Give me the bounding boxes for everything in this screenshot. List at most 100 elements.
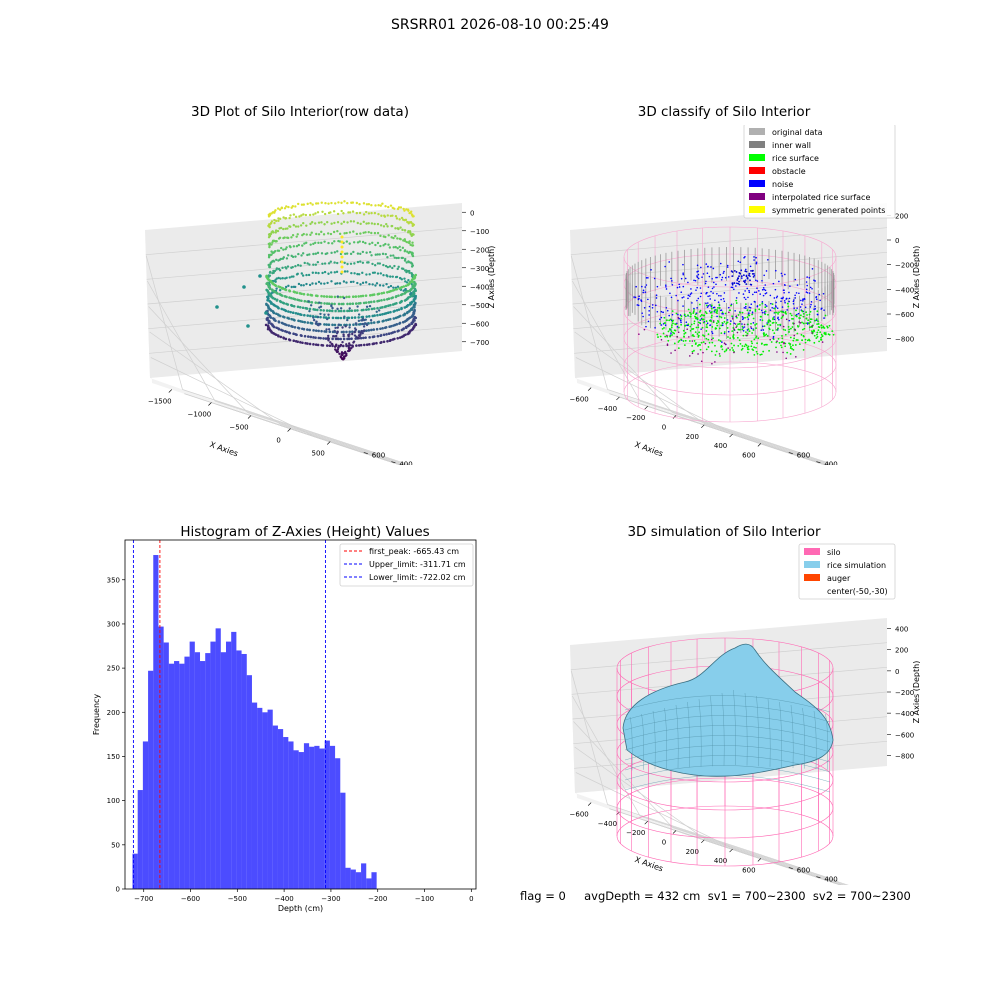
cls-rice-point xyxy=(755,335,758,338)
raw-point xyxy=(370,307,374,311)
cls-interpolated-point xyxy=(727,347,729,349)
cls-rice-point xyxy=(699,315,702,318)
cls-rice-point xyxy=(690,313,692,315)
raw-point xyxy=(321,210,324,214)
raw-point xyxy=(290,236,293,239)
raw-point xyxy=(274,231,277,234)
cls-noise-point xyxy=(718,294,720,297)
raw-point xyxy=(350,347,353,350)
cls-noise-point xyxy=(765,292,768,294)
raw-point xyxy=(325,302,329,305)
raw-point xyxy=(309,222,312,226)
raw-point xyxy=(410,271,413,275)
cls-rice-point xyxy=(696,333,699,335)
raw-point xyxy=(369,300,373,304)
raw-point xyxy=(333,329,336,333)
cls-noise-point xyxy=(648,314,650,316)
raw-point xyxy=(395,287,399,291)
raw-x-tick xyxy=(208,402,212,406)
cls-interpolated-point xyxy=(710,338,713,341)
cls-interpolated-point xyxy=(718,353,721,355)
raw-point xyxy=(315,232,318,236)
cls-rice-point xyxy=(784,345,787,348)
raw-point xyxy=(353,331,356,334)
cls-noise-point xyxy=(815,298,818,301)
cls-rice-point xyxy=(801,339,804,342)
cls-legend-label: inner wall xyxy=(772,141,811,150)
cls-interpolated-point xyxy=(691,352,694,355)
cls-rice-point xyxy=(744,316,746,319)
cls-noise-point xyxy=(753,259,755,261)
cls-noise-point xyxy=(696,307,698,309)
cls-rice-point xyxy=(693,335,695,338)
cls-noise-point xyxy=(664,265,666,268)
cls-rice-point xyxy=(671,334,673,336)
sim-mesh-line xyxy=(721,692,725,766)
cls-rice-point xyxy=(732,336,735,339)
raw-point xyxy=(265,274,268,278)
cls-rice-point xyxy=(737,314,740,316)
cls-noise-point xyxy=(704,282,707,285)
cls-interpolated-point xyxy=(676,336,678,338)
cls-interpolated-point xyxy=(782,351,784,354)
raw-point xyxy=(301,274,305,277)
histogram-x-axis-label: Depth (cm) xyxy=(278,904,323,913)
cls-rice-point xyxy=(705,320,708,323)
cls-rice-point xyxy=(710,307,713,310)
raw-point xyxy=(333,295,337,299)
sim-z-tick-label: 0 xyxy=(895,668,899,676)
cls-legend-label: obstacle xyxy=(772,167,806,176)
cls-rice-point xyxy=(747,328,750,331)
raw-point xyxy=(330,271,333,274)
cls-noise-point xyxy=(710,266,712,268)
raw-point xyxy=(312,263,315,266)
cls-rice-point xyxy=(781,315,784,318)
cls-interpolated-point xyxy=(697,353,699,355)
cls-interpolated-point xyxy=(782,314,784,316)
raw-point xyxy=(283,329,287,333)
cls-noise-point xyxy=(813,279,815,281)
cls-rice-point xyxy=(784,333,787,336)
cls-noise-point xyxy=(771,307,773,309)
cls-noise-point xyxy=(788,319,791,322)
raw-point xyxy=(384,318,388,322)
cls-noise-point xyxy=(761,301,764,303)
cls-rice-point xyxy=(690,323,693,326)
depth-histogram: −700 −600 −500 −400 −300 −200 −100 005010015020… xyxy=(92,539,477,913)
cls-rice-point xyxy=(703,314,706,317)
raw-point xyxy=(389,303,392,307)
cls-rice-point xyxy=(751,313,754,316)
sim-z-tick-label: 200 xyxy=(895,647,908,655)
raw-point xyxy=(308,309,311,313)
cls-noise-point xyxy=(780,297,783,300)
cls-noise-point xyxy=(668,261,671,263)
raw-point xyxy=(285,276,288,280)
cls-rice-point xyxy=(743,345,746,348)
sim-mesh-line xyxy=(652,710,656,770)
cls-legend-swatch xyxy=(749,167,765,174)
raw-point xyxy=(357,344,361,347)
cls-noise-point xyxy=(756,287,758,289)
raw-point xyxy=(395,275,399,279)
raw-point xyxy=(352,241,356,244)
cls-noise-point xyxy=(707,286,710,288)
raw-point xyxy=(284,247,287,251)
raw-point xyxy=(350,309,354,313)
cls-rice-point xyxy=(657,336,659,338)
cls-noise-point xyxy=(665,284,667,287)
raw-point xyxy=(414,289,417,293)
raw-point xyxy=(368,304,372,308)
cls-rice-point xyxy=(815,318,818,321)
raw-x-tick xyxy=(326,441,331,445)
raw-point xyxy=(403,249,407,252)
raw-point xyxy=(410,291,413,295)
cls-noise-point xyxy=(783,300,786,302)
raw-point xyxy=(312,318,316,322)
cls-rice-point xyxy=(757,337,760,340)
raw-point xyxy=(348,231,352,234)
raw-point xyxy=(289,214,292,217)
raw-point xyxy=(301,327,304,331)
raw-point xyxy=(296,263,300,267)
sim-mesh-line xyxy=(710,695,713,767)
cls-noise-point xyxy=(798,292,800,295)
